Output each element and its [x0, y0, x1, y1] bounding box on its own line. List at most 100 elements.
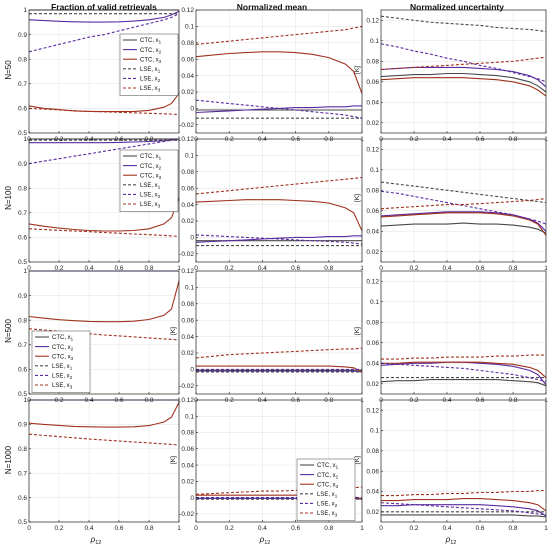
y-tick-label-r3c2: 0.08 [366, 448, 379, 455]
y-unit-unc-n100: [K] [354, 194, 361, 202]
series-line-r1c0-5 [28, 138, 180, 165]
panel-r3c2: 0 0.2 0.4 0.6 0.8 1 0.02 0.04 0.06 0.08 0.1 0.12 [366, 399, 548, 532]
series-line-r1c2-4 [380, 181, 547, 204]
y-tick-label-r0c0: 0.8 [18, 56, 27, 63]
y-tick-label-r2c2: 0.06 [366, 340, 379, 347]
legend-entry-label: CTC, x3 [317, 482, 339, 489]
legend-entry-text: CTC, x [317, 473, 336, 479]
y-tick-label-r0c2: 0.02 [366, 120, 379, 127]
y-tick-label-r3c1: 0.02 [181, 479, 194, 486]
series-line-r2c2-1 [380, 379, 547, 387]
series-line-r3c2-5 [380, 502, 547, 516]
series-line-r0c0-5 [28, 13, 180, 53]
series-line-r0c2-6 [380, 56, 547, 71]
x-tick-label-r3c0: 0.2 [54, 525, 63, 532]
x-tick-label-r1c0: 0 [27, 265, 31, 272]
legend-entry-text: CTC, x [52, 354, 71, 360]
y-tick-label-r3c2: 0.1 [370, 428, 379, 435]
x-axis-label-col2: ρ12 [259, 535, 271, 545]
series-line-r1c0-3 [28, 197, 180, 232]
legend-entry-subscript: 1 [159, 156, 162, 161]
x-tick-label-r3c0: 0.4 [84, 525, 93, 532]
x-tick-label-r3c2: 0.4 [442, 525, 451, 532]
axes-frame-r2c1 [195, 270, 363, 395]
series-line-r0c2-5 [380, 43, 547, 83]
series-line-r0c2-4 [380, 15, 547, 33]
column-title-uncertainty: Normalized uncertainty [410, 2, 504, 12]
legend-entry-text: LSE, x [317, 502, 335, 508]
x-axis-subscript-col1: 12 [95, 540, 101, 545]
series-line-r3c0-6 [28, 433, 180, 446]
x-axis-symbol-col1: ρ [90, 535, 96, 544]
y-tick-label-r2c1: 0.12 [181, 268, 194, 275]
axes-frame-r0c1 [195, 9, 363, 134]
legend-entry-label: CTC, x2 [52, 345, 74, 352]
panel-r1c2: 0 0.2 0.4 0.6 0.8 1 0.02 0.04 0.06 0.08 0.1 0.12 [366, 138, 548, 272]
series-line-r3c2-6 [381, 489, 546, 497]
legend-entry-label: LSE, x3 [140, 86, 161, 93]
axes-frame-r2c2 [380, 270, 547, 395]
y-tick-label-r1c0: 0.6 [18, 235, 27, 242]
column-title-mean: Normalized mean [237, 2, 307, 12]
legend-box [119, 33, 179, 96]
series-line-r2c2-5 [380, 362, 547, 383]
y-tick-label-r0c2: 0.12 [366, 17, 379, 24]
series-line-r0c2-1 [380, 72, 547, 93]
legend-entry-label: CTC, x3 [52, 354, 74, 361]
legend-entry-label: LSE, x2 [52, 374, 73, 381]
legend-entry-subscript: 1 [158, 69, 161, 74]
y-tick-label-r2c1: 0.02 [181, 350, 194, 357]
series-line-r2c2-3 [381, 361, 547, 379]
y-tick-label-r3c1: 0.1 [185, 413, 194, 420]
series-line-r0c0-6 [28, 107, 180, 116]
legend-entry-subscript: 2 [158, 78, 161, 83]
series-line-r0c1-2 [195, 105, 362, 114]
y-tick-label-r0c0: 0.6 [18, 106, 27, 113]
y-tick-label-r2c0: 1 [23, 268, 27, 275]
x-tick-label-r3c2: 0.8 [508, 525, 517, 532]
series-line-r1c1-6 [195, 176, 363, 195]
legend-entry-label: CTC, x1 [317, 463, 339, 470]
legend-entry-text: LSE, x [52, 374, 70, 380]
legend-box [296, 458, 356, 521]
y-tick-label-r0c1: -0.02 [179, 122, 194, 129]
x-tick-label-r1c1: 0.4 [258, 265, 267, 272]
y-tick-label-r2c2: 0.12 [366, 278, 379, 285]
x-tick-label-r1c0: 0.2 [54, 265, 63, 272]
legend-entry-label: CTC, x2 [140, 164, 162, 171]
series-line-r0c1-3 [195, 51, 363, 94]
legend-entry-subscript: 1 [336, 465, 339, 470]
x-tick-label-r1c2: 0 [379, 265, 383, 272]
y-tick-label-r1c1: 0.02 [181, 218, 194, 225]
y-unit-unc-n1000: [K] [354, 456, 361, 464]
legend-entry-subscript: 3 [335, 513, 338, 518]
y-tick-label-r1c1: 0.12 [181, 136, 194, 143]
series-line-r2c2-6 [381, 354, 546, 360]
x-tick-label-r1c2: 0.8 [508, 265, 517, 272]
x-tick-label-r3c1: 0.6 [291, 525, 300, 532]
legend-entry-subscript: 2 [158, 194, 161, 199]
x-tick-label-r1c1: 0 [194, 265, 198, 272]
panel-r3c0: 0 0.2 0.4 0.6 0.8 1 0.5 0.6 0.7 0.8 0.9 1 [18, 397, 181, 532]
axes-frame-r0c2 [380, 9, 547, 134]
legend-entry-subscript: 3 [159, 59, 162, 64]
series-line-r2c1-3 [196, 365, 363, 373]
panel-r2c1: 0 0.2 0.4 0.6 0.8 1 -0.02 0 0.02 0.04 0.06 0.08 0.1 0… [179, 268, 364, 404]
x-tick-label-r1c1: 1 [360, 265, 364, 272]
legend-entry-subscript: 2 [159, 49, 162, 54]
axes-frame-r3c0 [28, 399, 180, 523]
y-tick-label-r2c0: 0.5 [18, 391, 27, 398]
x-tick-label-r1c0: 0.4 [84, 265, 93, 272]
x-tick-label-r1c0: 1 [177, 265, 181, 272]
y-tick-label-r2c2: 0.1 [370, 299, 379, 306]
series-line-r3c0-3 [28, 402, 180, 428]
x-tick-label-r3c0: 1 [177, 525, 181, 532]
legend-entry-label: LSE, x2 [140, 77, 161, 84]
x-tick-label-r1c2: 0.4 [442, 265, 451, 272]
y-tick-label-r0c2: 0.1 [370, 38, 379, 45]
legend-entry-label: CTC, x3 [140, 57, 162, 64]
legend-entry-subscript: 1 [335, 494, 338, 499]
series-line-r1c2-3 [380, 212, 547, 236]
